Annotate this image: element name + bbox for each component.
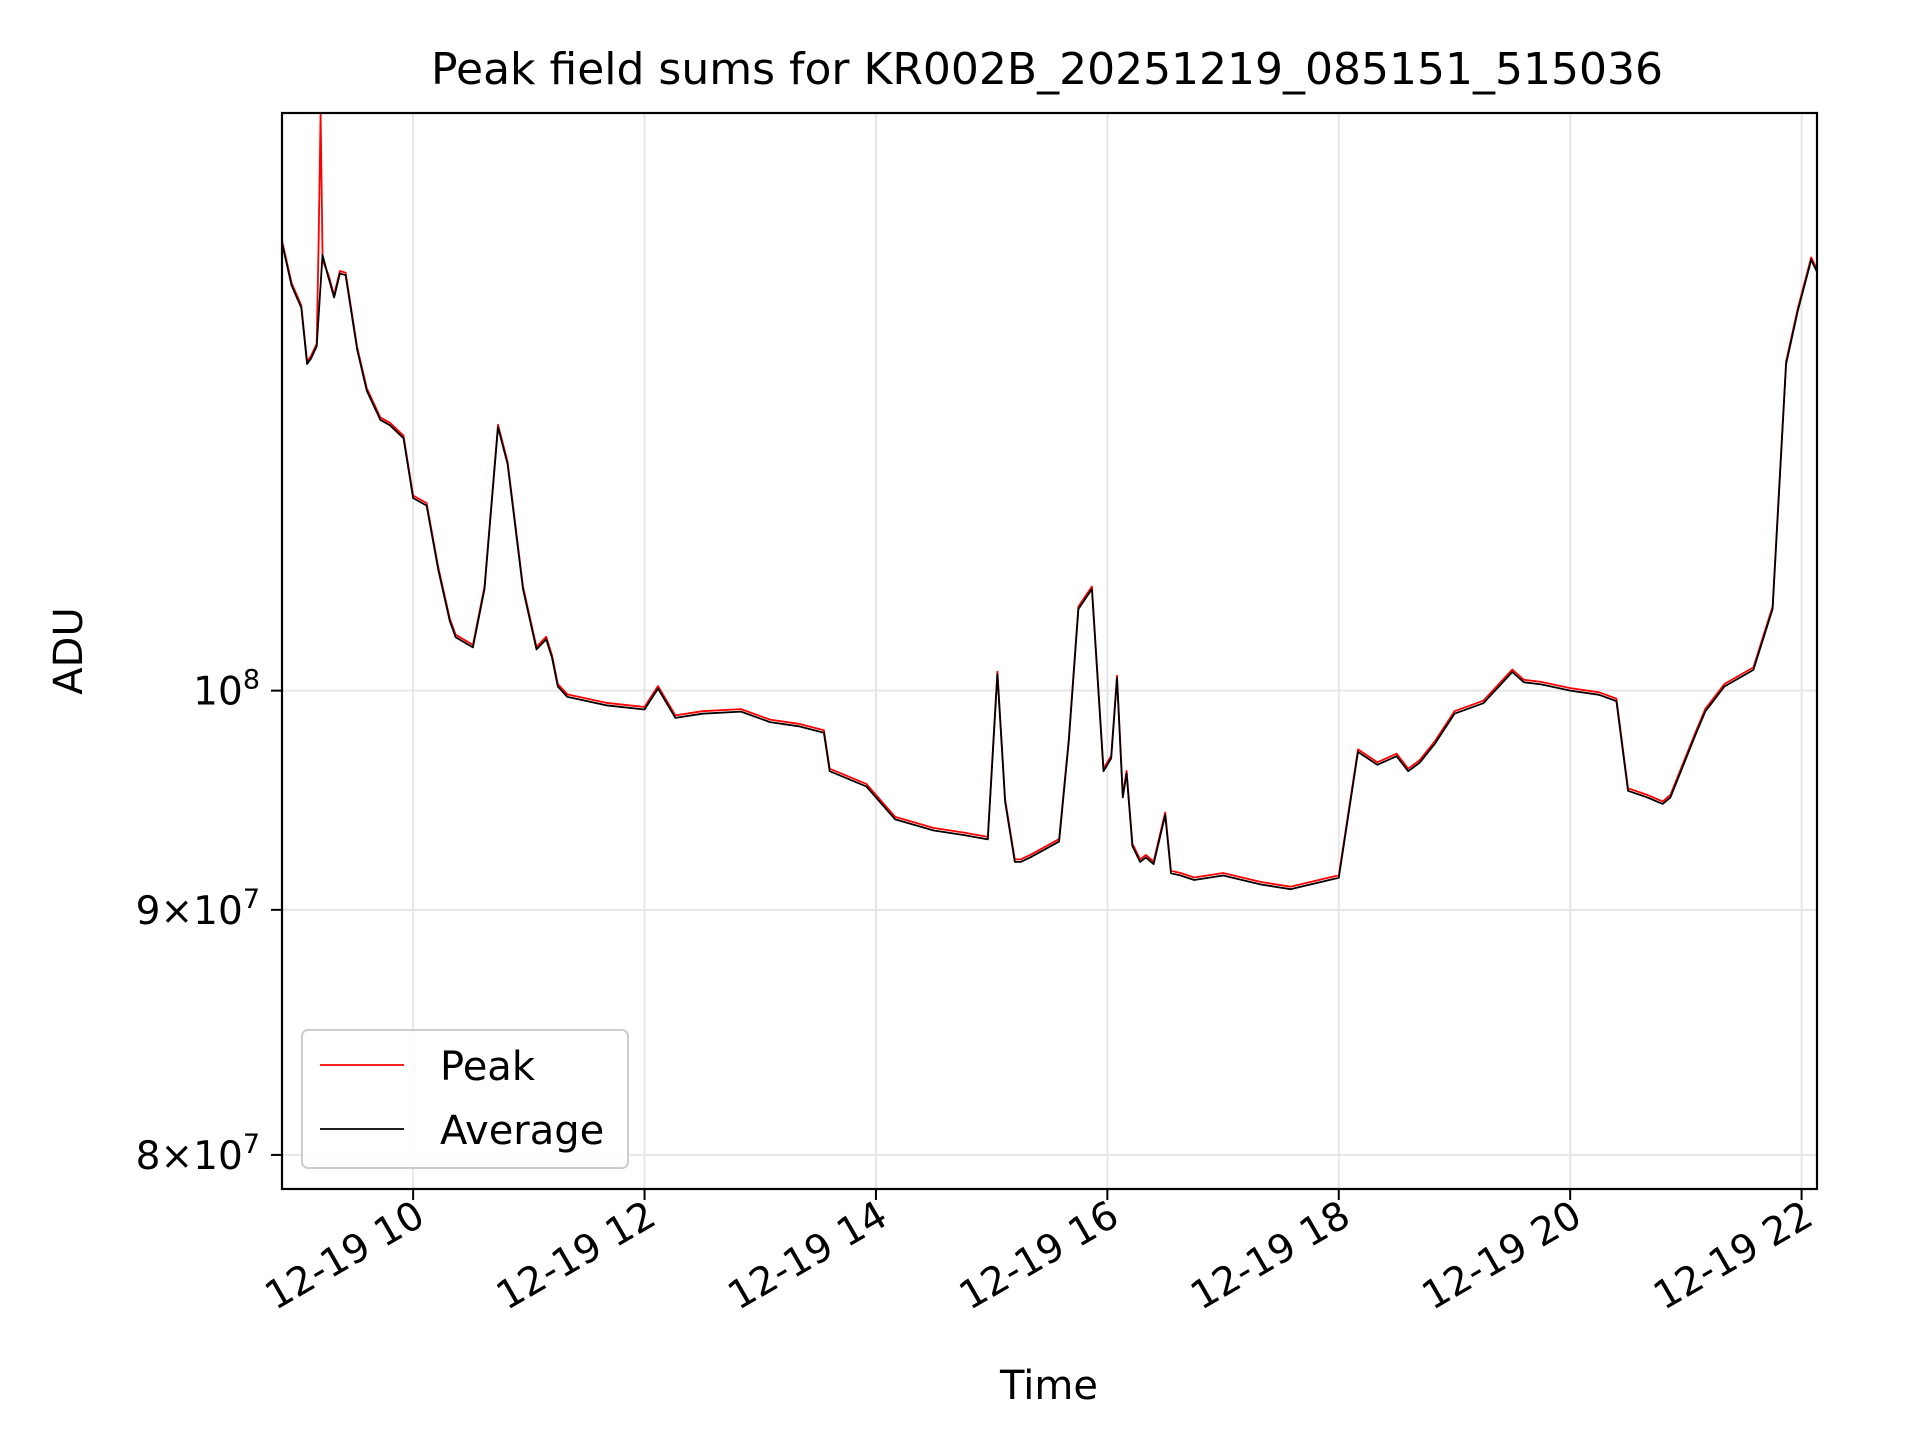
y-tick-label: 8×107 (136, 1129, 260, 1179)
legend-peak-label: Peak (440, 1044, 536, 1090)
y-tick-label: 9×107 (136, 884, 260, 934)
legend: Peak Average (301, 1029, 629, 1169)
y-tick-label: 108 (193, 665, 260, 715)
x-axis-label: Time (999, 1363, 1098, 1409)
plot-frame (280, 111, 1819, 1191)
series-line-average (281, 242, 1818, 891)
legend-average-label: Average (440, 1108, 604, 1154)
y-axis-ticks: 8×107 9×107 108 (136, 665, 282, 1179)
chart-title: Peak field sums for KR002B_20251219_0851… (431, 44, 1663, 95)
series-layer (281, 112, 1818, 891)
y-axis-label: ADU (46, 607, 92, 694)
